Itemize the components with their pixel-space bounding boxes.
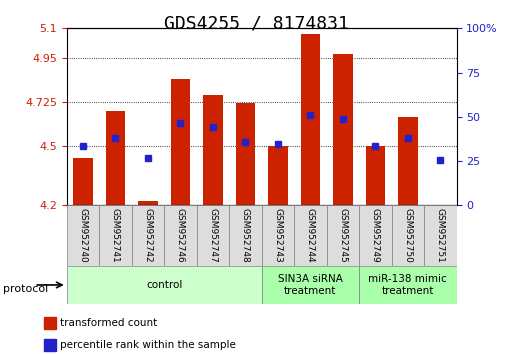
Text: control: control [146,280,182,290]
Text: GDS4255 / 8174831: GDS4255 / 8174831 [164,14,349,32]
FancyBboxPatch shape [99,205,132,266]
Bar [203,95,223,205]
Text: GSM952751: GSM952751 [436,208,445,263]
FancyBboxPatch shape [67,205,99,266]
FancyBboxPatch shape [132,205,164,266]
Bar [301,34,320,205]
Bar [366,146,385,205]
Text: percentile rank within the sample: percentile rank within the sample [61,339,236,350]
Bar [235,103,255,205]
Bar [138,201,157,205]
Bar [268,146,288,205]
FancyBboxPatch shape [327,205,359,266]
Text: GSM952746: GSM952746 [176,208,185,263]
Text: GSM952747: GSM952747 [208,208,218,263]
FancyBboxPatch shape [391,205,424,266]
FancyBboxPatch shape [359,205,391,266]
Text: GSM952745: GSM952745 [339,208,347,263]
Text: GSM952743: GSM952743 [273,208,282,263]
FancyBboxPatch shape [229,205,262,266]
Text: GSM952741: GSM952741 [111,208,120,263]
Text: protocol: protocol [3,284,48,293]
Bar [171,79,190,205]
Bar [44,339,56,350]
Text: GSM952749: GSM952749 [371,208,380,263]
FancyBboxPatch shape [67,266,262,304]
FancyBboxPatch shape [262,266,359,304]
Bar [106,111,125,205]
Text: transformed count: transformed count [61,318,157,329]
Text: GSM952744: GSM952744 [306,208,315,263]
Bar [73,158,93,205]
Text: miR-138 mimic
treatment: miR-138 mimic treatment [368,274,447,296]
Text: GSM952748: GSM952748 [241,208,250,263]
Text: GSM952742: GSM952742 [144,208,152,263]
Text: SIN3A siRNA
treatment: SIN3A siRNA treatment [278,274,343,296]
Text: GSM952740: GSM952740 [78,208,87,263]
Bar [333,54,352,205]
FancyBboxPatch shape [294,205,327,266]
FancyBboxPatch shape [424,205,457,266]
Text: GSM952750: GSM952750 [403,208,412,263]
Bar [44,318,56,329]
Bar [398,117,418,205]
FancyBboxPatch shape [196,205,229,266]
FancyBboxPatch shape [359,266,457,304]
FancyBboxPatch shape [262,205,294,266]
FancyBboxPatch shape [164,205,196,266]
